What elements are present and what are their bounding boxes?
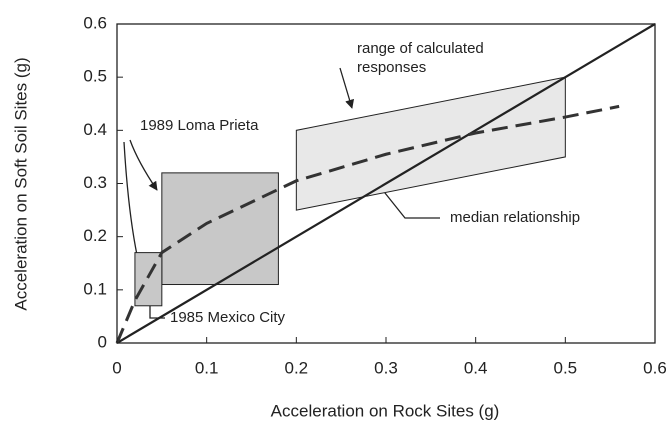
y-axis-label: Acceleration on Soft Soil Sites (g) [11, 57, 30, 310]
annotation: 1989 Loma Prieta [140, 117, 259, 134]
x-tick-label: 0.2 [285, 358, 309, 377]
annotation: 1985 Mexico City [170, 309, 286, 326]
record-box [161, 172, 279, 286]
y-tick-label: 0.1 [83, 279, 107, 298]
y-tick-label: 0.5 [83, 67, 107, 86]
annotation: median relationship [450, 209, 580, 226]
annotation: responses [357, 59, 426, 76]
arrow [339, 67, 355, 109]
y-tick-label: 0.3 [83, 173, 107, 192]
annotation: range of calculated [357, 40, 484, 57]
arrow [129, 139, 158, 191]
x-axis-label: Acceleration on Rock Sites (g) [271, 401, 500, 420]
record-box [134, 252, 163, 307]
y-tick-label: 0 [98, 332, 107, 351]
x-tick-label: 0.3 [374, 358, 398, 377]
y-tick-label: 0.6 [83, 13, 107, 32]
line [116, 23, 656, 344]
y-tick-label: 0.4 [83, 120, 107, 139]
x-tick-label: 0.1 [195, 358, 219, 377]
x-tick-label: 0.4 [464, 358, 488, 377]
x-tick-label: 0.5 [554, 358, 578, 377]
y-tick-label: 0.2 [83, 226, 107, 245]
x-tick-label: 0.6 [643, 358, 666, 377]
x-tick-label: 0 [112, 358, 121, 377]
line [115, 104, 620, 344]
arrow [123, 141, 138, 256]
